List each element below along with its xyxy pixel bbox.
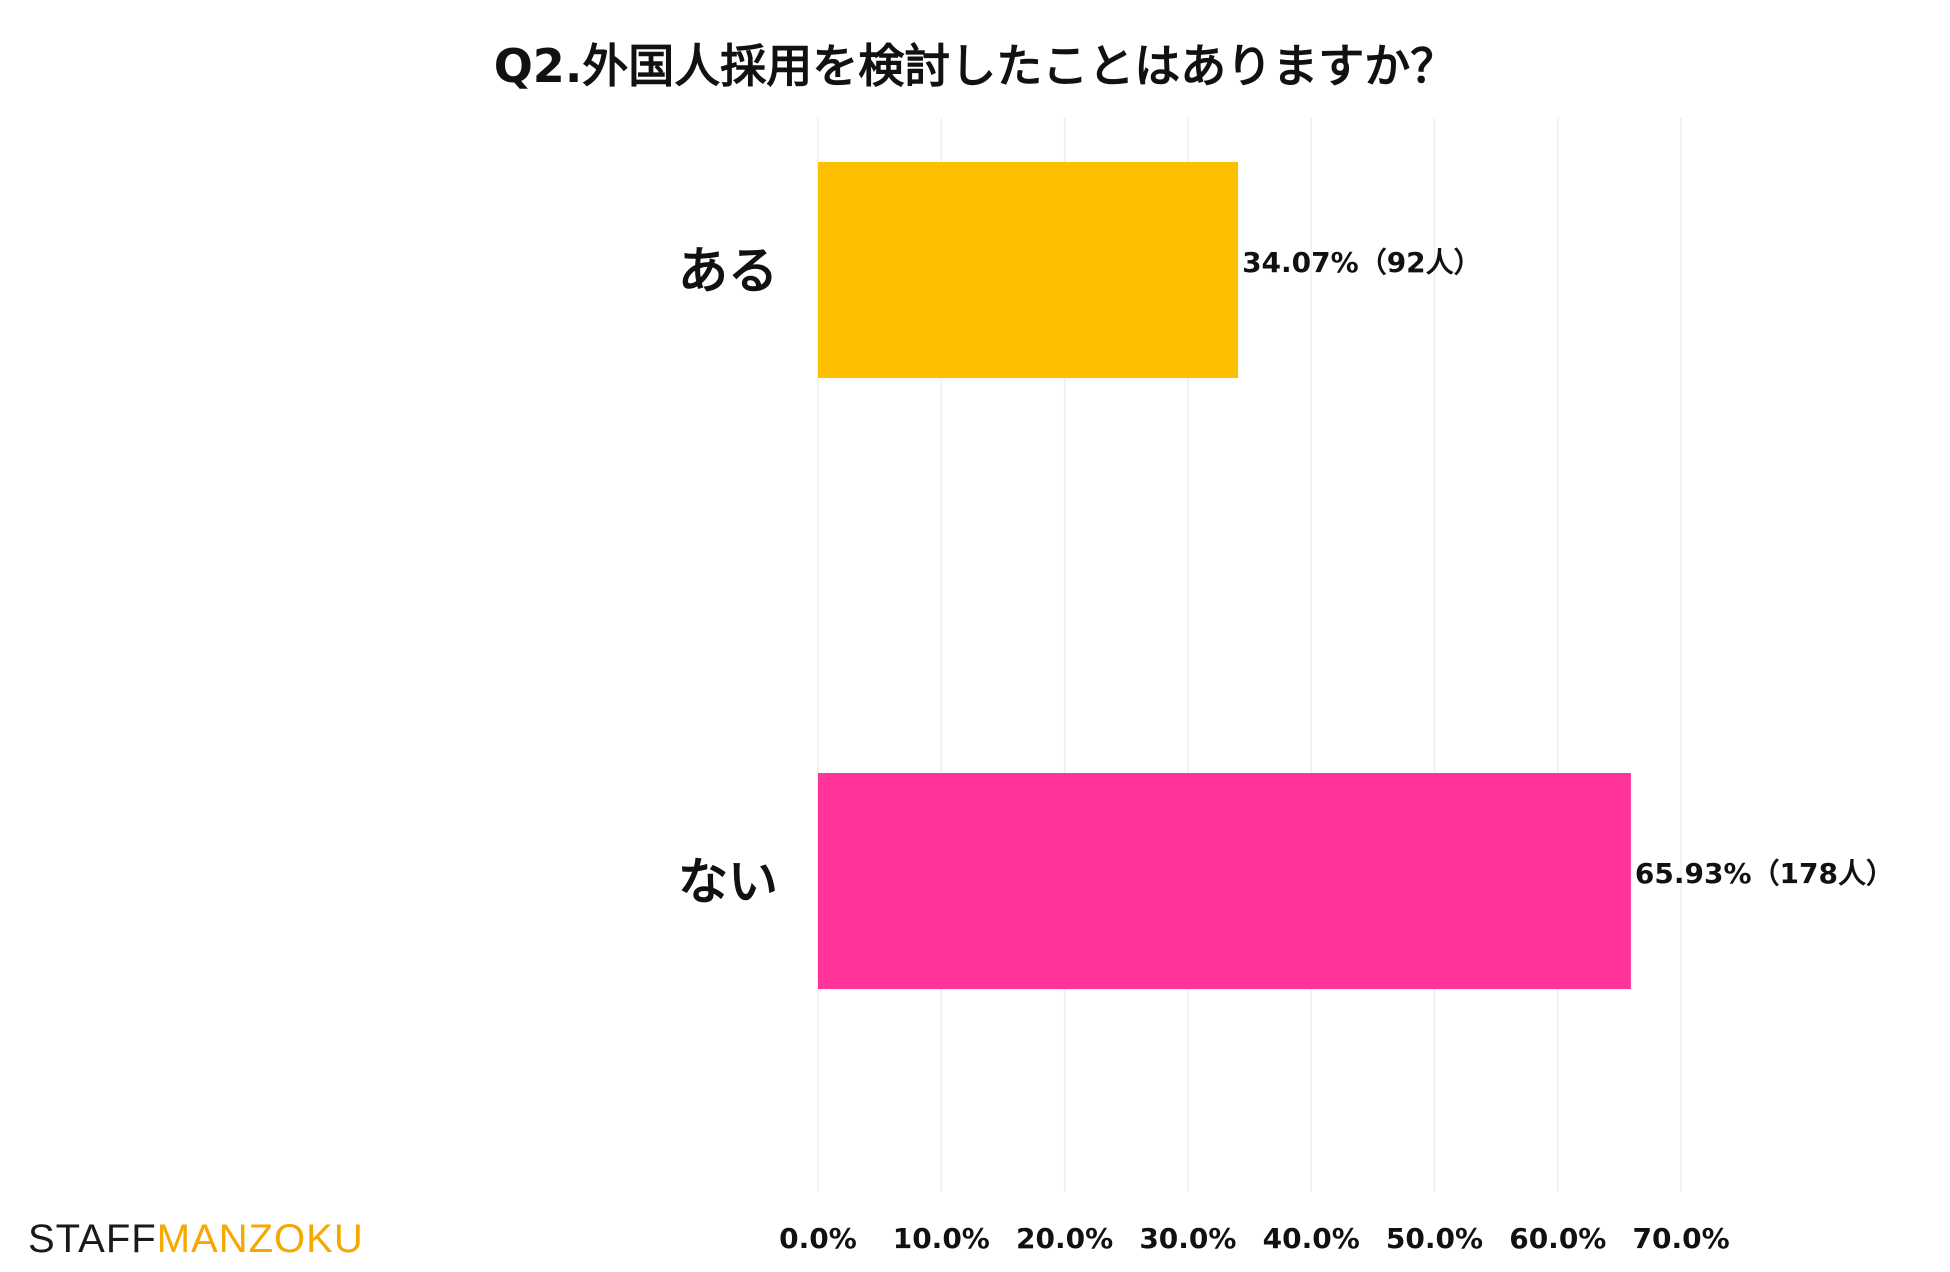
bars	[818, 162, 1631, 989]
data-label: 34.07%（92人）	[1242, 246, 1482, 279]
x-tick-label: 0.0%	[779, 1222, 857, 1255]
x-tick-label: 20.0%	[1016, 1222, 1113, 1255]
category-label: ある	[678, 242, 778, 300]
bar-2	[818, 773, 1631, 989]
bar-1	[818, 162, 1239, 378]
x-tick-label: 60.0%	[1509, 1222, 1606, 1255]
chart-title: Q2.外国人採用を検討したことはありますか？	[494, 39, 1457, 93]
brand-logo-staff: STAFF	[28, 1217, 157, 1261]
x-tick-label: 30.0%	[1139, 1222, 1236, 1255]
data-label: 65.93%（178人）	[1635, 857, 1894, 890]
x-tick-label: 10.0%	[893, 1222, 990, 1255]
category-label: ない	[678, 853, 778, 911]
x-tick-label: 40.0%	[1263, 1222, 1360, 1255]
data-labels: 34.07%（92人） 65.93%（178人）	[1242, 246, 1894, 890]
x-axis-ticks: 0.0% 10.0% 20.0% 30.0% 40.0% 50.0% 60.0% 70.0%	[779, 1222, 1729, 1255]
brand-logo: STAFFMANZOKU	[28, 1217, 364, 1261]
x-tick-label: 50.0%	[1386, 1222, 1483, 1255]
brand-logo-manzoku: MANZOKU	[157, 1217, 364, 1261]
x-tick-label: 70.0%	[1633, 1222, 1730, 1255]
